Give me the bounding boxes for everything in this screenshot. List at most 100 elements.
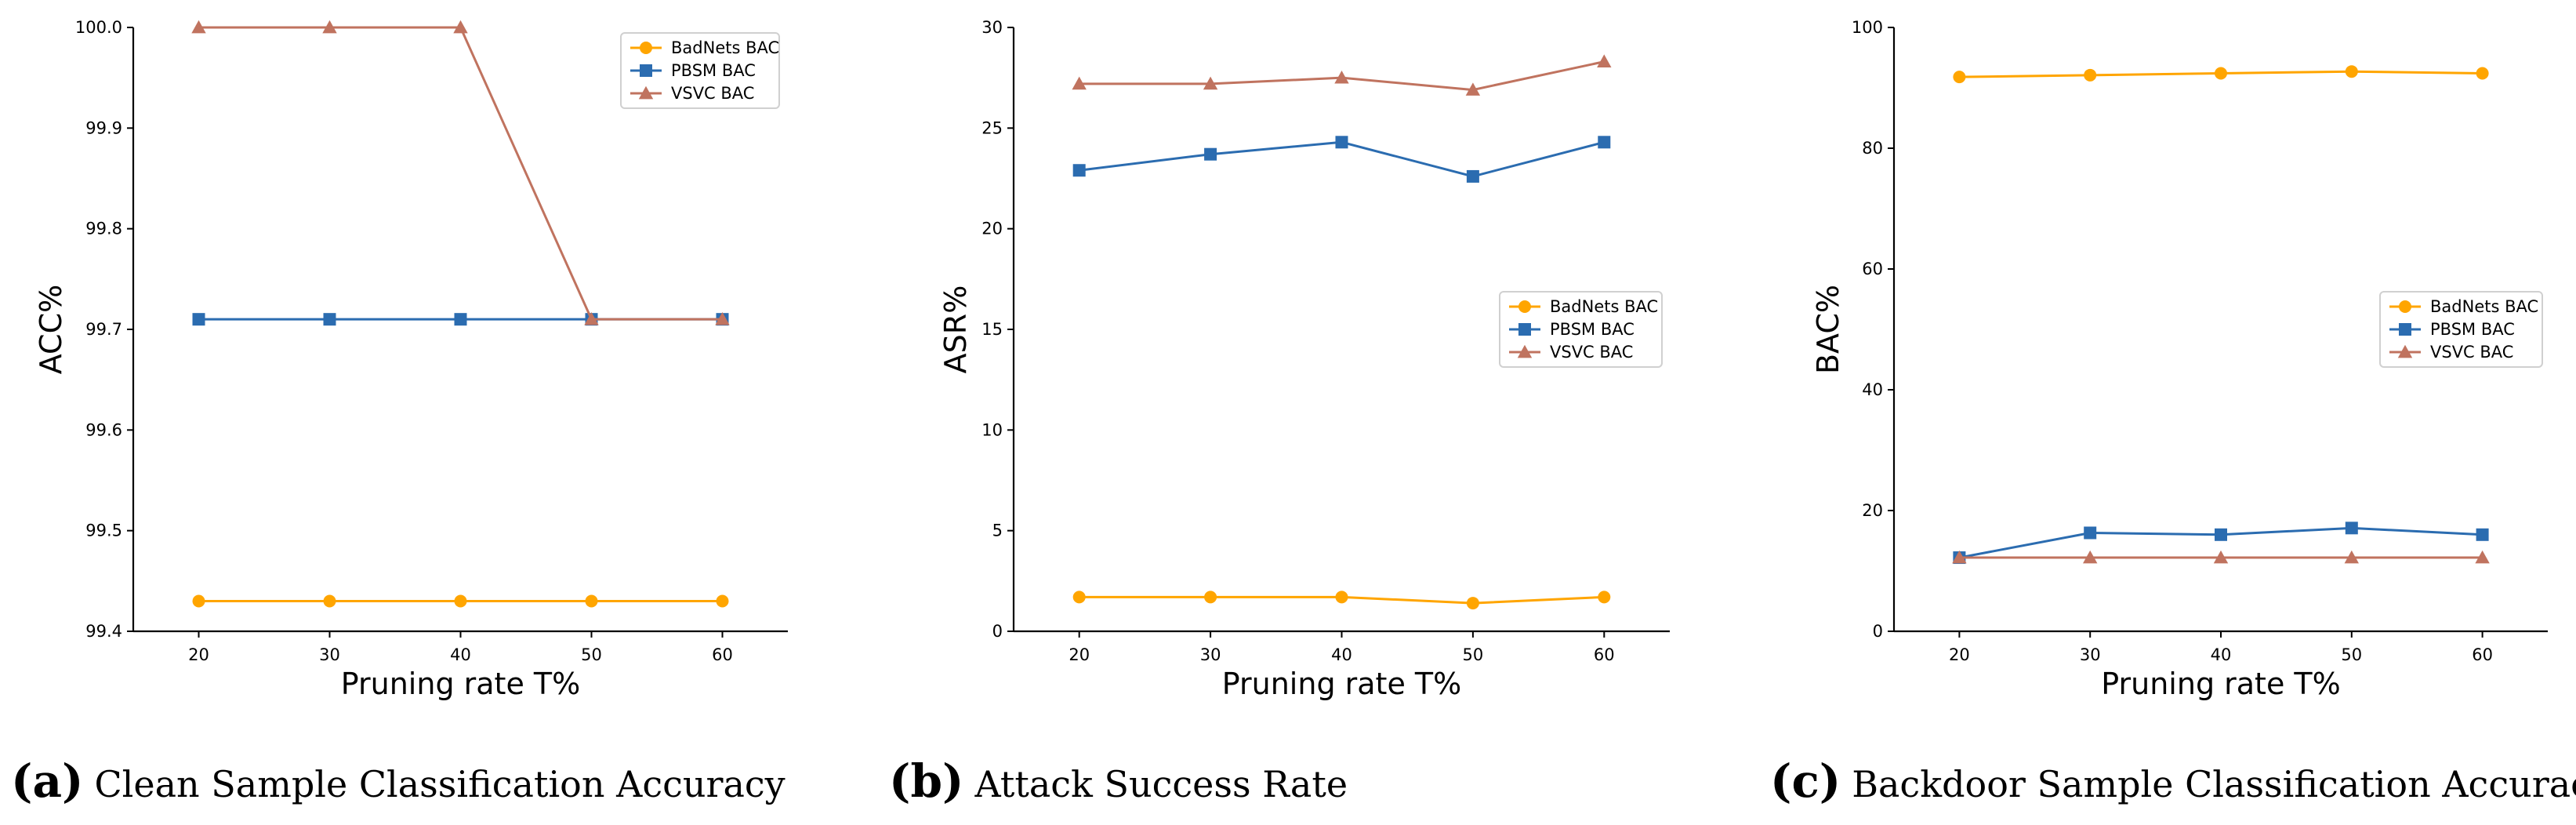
legend-marker-badnets <box>2399 300 2411 313</box>
data-point-vsvc <box>1203 76 1218 90</box>
data-point-badnets <box>454 594 467 608</box>
x-tick-label: 60 <box>712 645 733 664</box>
legend-marker-pbsm <box>640 64 652 77</box>
data-point-badnets <box>2476 67 2489 80</box>
data-point-vsvc <box>1597 54 1612 67</box>
data-point-badnets <box>1072 591 1086 604</box>
data-point-pbsm <box>2476 528 2489 541</box>
y-tick-label: 10 <box>981 420 1003 439</box>
data-point-vsvc <box>715 311 730 325</box>
legend-label-vsvc: VSVC BAC <box>1550 343 1633 362</box>
panel-a: 99.4 99.5 99.6 99.7 99.8 99.9 100.0 20 30 40 50 60 P… <box>11 18 788 808</box>
data-point-pbsm <box>1598 136 1611 149</box>
data-point-badnets <box>2215 67 2227 80</box>
data-point-badnets <box>1953 71 1966 84</box>
x-tick-label: 20 <box>1068 645 1090 664</box>
data-point-vsvc <box>2344 550 2359 564</box>
panel-b: 0 5 10 15 20 25 30 20 30 40 50 60 Pruning rate T% ASR… <box>889 18 1670 808</box>
y-tick-label: 20 <box>1862 501 1883 520</box>
y-tick-label: 99.8 <box>85 220 122 238</box>
data-point-vsvc <box>1334 70 1349 84</box>
y-tick-label: 30 <box>981 18 1003 37</box>
data-point-pbsm <box>323 313 336 326</box>
panel-c: 0 20 40 60 80 100 20 30 40 50 60 Pruning rate T% BAC… <box>1770 18 2576 808</box>
y-tick-label: 15 <box>981 320 1003 339</box>
y-tick-label: 0 <box>992 622 1003 641</box>
legend: BadNets BAC PBSM BAC VSVC BAC <box>620 32 780 109</box>
data-point-vsvc <box>1465 82 1481 96</box>
data-point-badnets <box>2345 65 2358 78</box>
data-point-pbsm <box>1204 147 1217 161</box>
data-point-badnets <box>1466 597 1479 610</box>
legend-label-badnets: BadNets BAC <box>1550 297 1658 316</box>
legend-marker-pbsm <box>2399 323 2411 336</box>
data-point-pbsm <box>1466 169 1479 183</box>
data-point-pbsm <box>1072 164 1086 177</box>
x-axis-label: Pruning rate T% <box>2101 667 2340 701</box>
data-point-badnets <box>192 594 205 608</box>
y-tick-label: 100.0 <box>75 18 122 37</box>
x-tick-label: 50 <box>1463 645 1484 664</box>
x-axis-label: Pruning rate T% <box>341 667 580 701</box>
x-tick-label: 30 <box>2080 645 2101 664</box>
legend-label-vsvc: VSVC BAC <box>2430 343 2513 362</box>
x-tick-label: 40 <box>2211 645 2232 664</box>
data-point-pbsm <box>2084 526 2097 540</box>
legend-marker-vsvc <box>638 85 654 100</box>
y-tick-label: 99.7 <box>85 320 122 339</box>
data-point-pbsm <box>2215 528 2227 541</box>
data-point-vsvc <box>1952 550 1967 564</box>
data-point-vsvc <box>191 20 206 34</box>
panel-caption: (a) Clean Sample Classification Accuracy <box>11 754 785 808</box>
data-point-vsvc <box>453 20 468 34</box>
panel-caption-text: Attack Success Rate <box>974 763 1348 805</box>
data-point-vsvc <box>1072 76 1087 90</box>
y-tick-label: 25 <box>981 118 1003 137</box>
panel-caption: (c) Backdoor Sample Classification Accura… <box>1770 754 2576 808</box>
legend-frame <box>2379 291 2543 368</box>
legend-frame <box>1499 291 1663 368</box>
legend: BadNets BAC PBSM BAC VSVC BAC <box>2379 291 2543 368</box>
data-point-pbsm <box>454 313 467 326</box>
legend-label-pbsm: PBSM BAC <box>1550 320 1634 339</box>
y-tick-label: 0 <box>1873 622 1883 641</box>
legend-label-pbsm: PBSM BAC <box>671 61 756 80</box>
y-tick-label: 100 <box>1852 18 1883 37</box>
legend-label-pbsm: PBSM BAC <box>2430 320 2515 339</box>
x-tick-label: 30 <box>319 645 340 664</box>
x-axis-label: Pruning rate T% <box>1222 667 1461 701</box>
x-tick-label: 60 <box>1594 645 1615 664</box>
y-tick-label: 5 <box>992 522 1003 540</box>
y-tick-label: 40 <box>1862 380 1883 399</box>
x-tick-label: 20 <box>188 645 209 664</box>
x-tick-label: 40 <box>1331 645 1352 664</box>
panel-caption: (b) Attack Success Rate <box>889 754 1348 808</box>
x-tick-label: 20 <box>1949 645 1970 664</box>
data-point-pbsm <box>2345 522 2358 535</box>
data-point-pbsm <box>192 313 205 326</box>
legend-label-badnets: BadNets BAC <box>671 38 779 57</box>
legend-marker-badnets <box>640 42 652 54</box>
legend-marker-pbsm <box>1518 323 1531 336</box>
x-tick-label: 50 <box>581 645 602 664</box>
y-tick-label: 99.9 <box>85 118 122 137</box>
legend: BadNets BAC PBSM BAC VSVC BAC <box>1499 291 1663 368</box>
data-point-badnets <box>323 594 336 608</box>
y-tick-label: 60 <box>1862 260 1883 278</box>
data-point-vsvc <box>2213 550 2229 564</box>
y-axis-label: ACC% <box>34 285 68 375</box>
x-tick-label: 40 <box>450 645 471 664</box>
panel-caption-text: Clean Sample Classification Accuracy <box>94 763 785 805</box>
legend-label-vsvc: VSVC BAC <box>671 84 754 103</box>
data-point-badnets <box>2084 68 2097 82</box>
legend-frame <box>620 32 780 109</box>
y-tick-label: 20 <box>981 220 1003 238</box>
data-point-badnets <box>585 594 598 608</box>
data-point-vsvc <box>322 20 337 34</box>
legend-label-badnets: BadNets BAC <box>2430 297 2538 316</box>
legend-marker-badnets <box>1518 300 1531 313</box>
panel-letter: (c) <box>1770 754 1841 808</box>
y-tick-label: 99.6 <box>85 420 122 439</box>
panel-caption-text: Backdoor Sample Classification Accuracy <box>1852 763 2576 805</box>
